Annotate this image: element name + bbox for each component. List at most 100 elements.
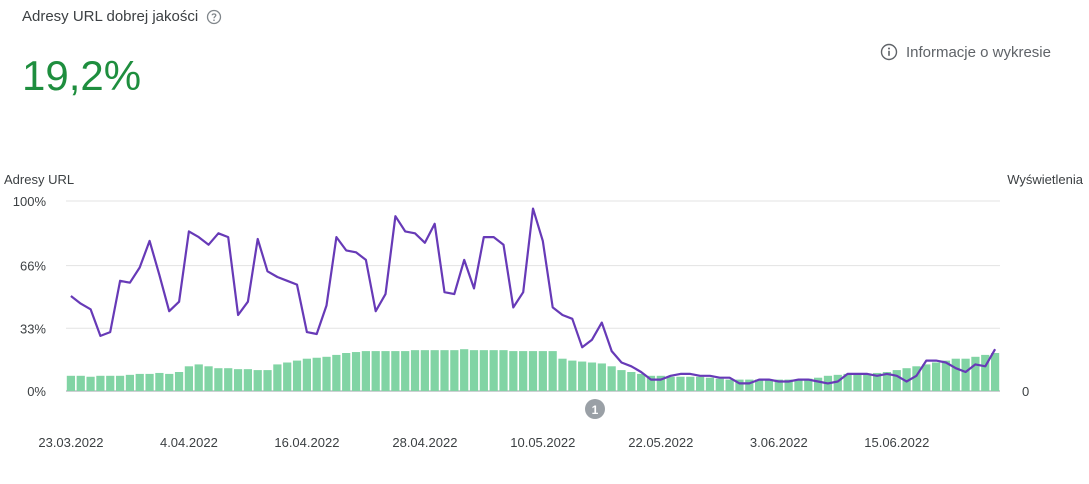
bar [715, 378, 724, 391]
bar [922, 364, 931, 391]
bar [86, 376, 95, 391]
x-tick-label: 23.03.2022 [38, 435, 103, 450]
bar [66, 375, 76, 391]
left-axis-title: Adresy URL [4, 172, 74, 187]
bar [509, 351, 518, 391]
bar [764, 379, 774, 391]
x-tick-label: 22.05.2022 [628, 435, 693, 450]
bar [135, 373, 144, 391]
right-tick-label: 0 [1022, 384, 1029, 399]
bar [912, 366, 921, 391]
x-tick-label: 15.06.2022 [864, 435, 929, 450]
bar [174, 372, 184, 391]
chart-info-label: Informacje o wykresie [905, 43, 1051, 61]
bar [528, 351, 538, 391]
bar [804, 378, 813, 391]
chart-title: Adresy URL dobrej jakości [22, 8, 199, 25]
bar [882, 372, 892, 391]
bar [774, 379, 783, 391]
bar [253, 370, 262, 391]
bar [735, 379, 744, 391]
bar [420, 350, 429, 391]
bar [587, 362, 597, 391]
help-circle-icon[interactable] [206, 9, 222, 25]
bar [990, 353, 1000, 391]
bar [892, 370, 901, 391]
info-circle-icon [880, 43, 898, 61]
chart-info-link[interactable]: Informacje o wykresie [880, 43, 1051, 61]
bar [322, 356, 331, 391]
bar [371, 351, 380, 391]
x-tick-label: 10.05.2022 [510, 435, 575, 450]
bar [656, 375, 665, 391]
bar [479, 350, 488, 391]
bar [410, 350, 420, 391]
bar [391, 351, 400, 391]
bar [725, 379, 734, 391]
bar [548, 351, 557, 391]
bar [361, 351, 370, 391]
bar [784, 379, 793, 391]
bar [941, 360, 951, 391]
bar [460, 349, 469, 391]
bar [931, 362, 941, 391]
bar [204, 366, 213, 391]
bar [568, 360, 577, 391]
bar [872, 372, 882, 391]
bar [597, 363, 606, 391]
bar [519, 351, 528, 391]
bar [814, 377, 823, 391]
bar [686, 376, 695, 391]
bar [145, 373, 154, 391]
x-tick-label: 28.04.2022 [392, 435, 457, 450]
bar [450, 350, 459, 391]
bar [401, 351, 410, 391]
bar [617, 370, 626, 391]
bar [76, 375, 85, 391]
bar [961, 358, 970, 391]
bar [332, 354, 341, 391]
bar [312, 357, 321, 391]
bar [853, 373, 862, 391]
bar [243, 369, 252, 391]
bar [794, 379, 803, 391]
bar [263, 370, 272, 391]
y-tick-label: 33% [20, 321, 46, 336]
bar [469, 350, 479, 391]
series-line [70, 207, 997, 385]
bar [96, 375, 105, 391]
bar [351, 352, 361, 391]
bar [755, 379, 764, 391]
bar [302, 358, 311, 391]
bar [971, 356, 980, 391]
bar [106, 375, 115, 391]
bar [745, 379, 754, 391]
annotation-label: 1 [592, 403, 599, 417]
x-tick-label: 3.06.2022 [750, 435, 808, 450]
bar [165, 373, 174, 391]
y-tick-label: 100% [13, 194, 47, 209]
bar [214, 368, 223, 391]
bar [646, 375, 656, 391]
bar [981, 354, 990, 391]
x-tick-label: 16.04.2022 [274, 435, 339, 450]
bar [194, 364, 203, 391]
bar [705, 377, 715, 391]
y-tick-label: 66% [20, 259, 46, 274]
bar [676, 376, 685, 391]
bar [696, 376, 705, 391]
bar [381, 351, 390, 391]
bar [627, 372, 636, 391]
bar [666, 376, 675, 391]
bar [538, 351, 547, 391]
chart-header: Adresy URL dobrej jakości [22, 8, 222, 25]
bar [489, 350, 498, 391]
bar [440, 350, 449, 391]
right-axis-title: Wyświetlenia [1007, 172, 1084, 187]
bar [499, 350, 508, 391]
bar [184, 366, 194, 391]
bar [558, 358, 567, 391]
bar [224, 368, 233, 391]
bar [607, 366, 616, 391]
annotation-marker[interactable] [585, 399, 605, 419]
